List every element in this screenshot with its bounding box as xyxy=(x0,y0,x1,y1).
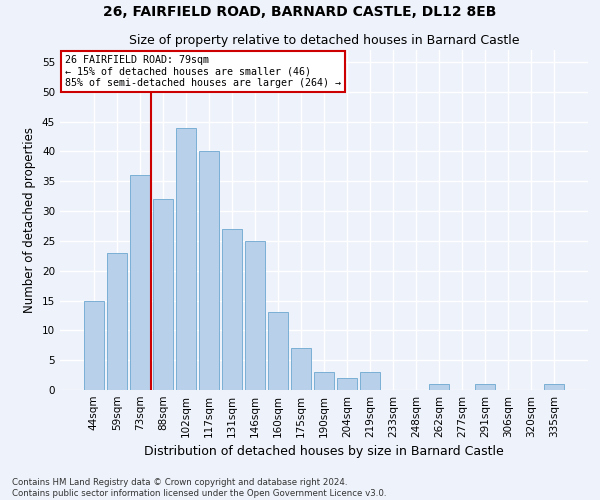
X-axis label: Distribution of detached houses by size in Barnard Castle: Distribution of detached houses by size … xyxy=(144,446,504,458)
Bar xyxy=(314,372,334,390)
Bar xyxy=(153,199,173,390)
Title: Size of property relative to detached houses in Barnard Castle: Size of property relative to detached ho… xyxy=(129,34,519,48)
Bar xyxy=(337,378,357,390)
Bar xyxy=(107,253,127,390)
Text: 26, FAIRFIELD ROAD, BARNARD CASTLE, DL12 8EB: 26, FAIRFIELD ROAD, BARNARD CASTLE, DL12… xyxy=(103,5,497,19)
Bar xyxy=(430,384,449,390)
Bar xyxy=(84,300,104,390)
Bar xyxy=(475,384,495,390)
Bar xyxy=(544,384,564,390)
Bar xyxy=(360,372,380,390)
Bar xyxy=(222,229,242,390)
Bar xyxy=(245,241,265,390)
Text: 26 FAIRFIELD ROAD: 79sqm
← 15% of detached houses are smaller (46)
85% of semi-d: 26 FAIRFIELD ROAD: 79sqm ← 15% of detach… xyxy=(65,55,341,88)
Bar xyxy=(130,176,149,390)
Bar xyxy=(176,128,196,390)
Text: Contains HM Land Registry data © Crown copyright and database right 2024.
Contai: Contains HM Land Registry data © Crown c… xyxy=(12,478,386,498)
Y-axis label: Number of detached properties: Number of detached properties xyxy=(23,127,37,313)
Bar xyxy=(291,348,311,390)
Bar xyxy=(199,152,218,390)
Bar xyxy=(268,312,288,390)
